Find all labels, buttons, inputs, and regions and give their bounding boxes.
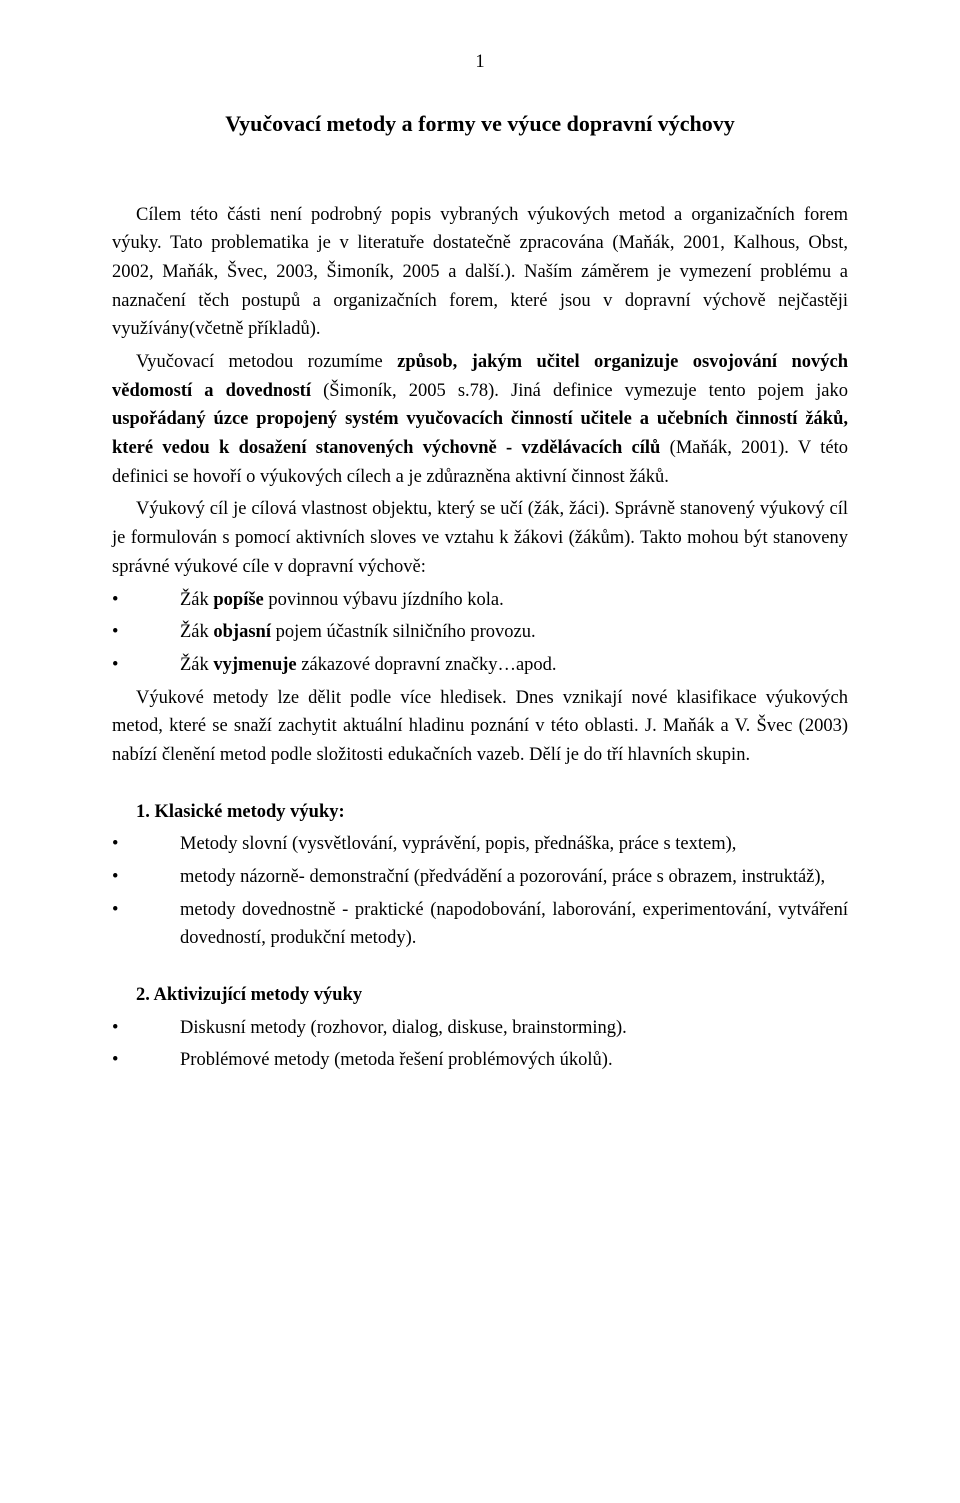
document-page: 1 Vyučovací metody a formy ve výuce dopr… xyxy=(0,0,960,1503)
bold-text: vyjmenuje xyxy=(213,655,301,675)
text: Vyučovací metodou rozumíme xyxy=(136,352,397,372)
text: Žák xyxy=(180,622,213,642)
section-2-list: Diskusní metody (rozhovor, dialog, disku… xyxy=(112,1014,848,1075)
list-item: Žák vyjmenuje zákazové dopravní značky…a… xyxy=(112,651,848,680)
section-2-heading: 2. Aktivizující metody výuky xyxy=(112,981,848,1010)
list-item: Žák popíše povinnou výbavu jízdního kola… xyxy=(112,586,848,615)
text: Žák xyxy=(180,590,213,610)
text: Výukové metody lze dělit podle více hled… xyxy=(112,688,848,765)
list-item: Diskusní metody (rozhovor, dialog, disku… xyxy=(112,1014,848,1043)
text: Cílem této části není podrobný popis vyb… xyxy=(112,205,848,340)
section-1-heading: 1. Klasické metody výuky: xyxy=(112,798,848,827)
paragraph-classification: Výukové metody lze dělit podle více hled… xyxy=(112,684,848,770)
document-title: Vyučovací metody a formy ve výuce doprav… xyxy=(112,107,848,141)
text: zákazové dopravní značky…apod. xyxy=(301,655,556,675)
section-1-list: Metody slovní (vysvětlování, vyprávění, … xyxy=(112,830,848,953)
list-item: Problémové metody (metoda řešení problém… xyxy=(112,1046,848,1075)
list-item: metody názorně- demonstrační (předvádění… xyxy=(112,863,848,892)
list-item: metody dovednostně - praktické (napodobo… xyxy=(112,896,848,953)
paragraph-intro: Cílem této části není podrobný popis vyb… xyxy=(112,201,848,344)
bold-text: popíše xyxy=(213,590,268,610)
goals-list: Žák popíše povinnou výbavu jízdního kola… xyxy=(112,586,848,680)
page-number: 1 xyxy=(112,48,848,77)
text: Žák xyxy=(180,655,213,675)
text: Výukový cíl je cílová vlastnost objektu,… xyxy=(112,499,848,576)
list-item: Metody slovní (vysvětlování, vyprávění, … xyxy=(112,830,848,859)
text: pojem účastník silničního provozu. xyxy=(276,622,536,642)
paragraph-definition: Vyučovací metodou rozumíme způsob, jakým… xyxy=(112,348,848,491)
text: (Šimoník, 2005 s.78). Jiná definice vyme… xyxy=(323,381,848,401)
paragraph-goals-intro: Výukový cíl je cílová vlastnost objektu,… xyxy=(112,495,848,581)
bold-text: objasní xyxy=(213,622,275,642)
text: povinnou výbavu jízdního kola. xyxy=(268,590,503,610)
list-item: Žák objasní pojem účastník silničního pr… xyxy=(112,618,848,647)
